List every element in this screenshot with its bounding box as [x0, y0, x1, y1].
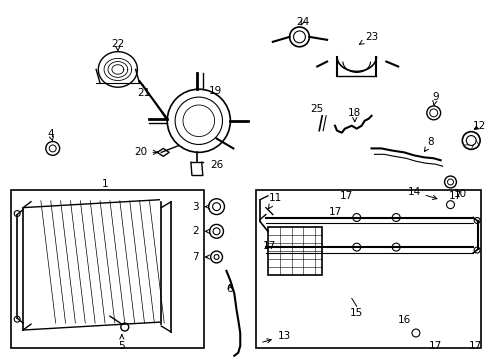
Text: 8: 8	[424, 138, 433, 152]
Text: 13: 13	[262, 331, 290, 343]
Text: 2: 2	[192, 226, 209, 236]
Text: 14: 14	[407, 187, 436, 199]
Text: 10: 10	[452, 189, 466, 199]
Bar	[11, 190, 203, 348]
Text: 16: 16	[397, 315, 410, 325]
Text: 18: 18	[347, 108, 361, 122]
Bar	[256, 190, 480, 348]
Text: 5: 5	[118, 335, 125, 351]
Text: 17: 17	[448, 191, 461, 201]
Text: 9: 9	[431, 92, 438, 105]
Text: 17: 17	[328, 207, 341, 217]
Text: 15: 15	[349, 308, 363, 318]
Text: 22: 22	[111, 39, 124, 51]
Text: 21: 21	[137, 88, 150, 98]
Text: 7: 7	[192, 252, 209, 262]
Text: 17: 17	[468, 341, 481, 351]
Bar	[267, 228, 322, 275]
Text: 24: 24	[295, 17, 308, 27]
Text: 17: 17	[340, 191, 353, 201]
Text: 6: 6	[226, 284, 233, 293]
Text: 17: 17	[428, 341, 442, 351]
Text: 26: 26	[210, 160, 224, 170]
Text: 3: 3	[192, 202, 209, 212]
Text: 4: 4	[47, 129, 54, 141]
Text: 12: 12	[472, 121, 486, 131]
Text: 25: 25	[310, 104, 323, 114]
Text: 20: 20	[134, 147, 157, 157]
Text: 11: 11	[268, 193, 282, 209]
Text: 19: 19	[208, 86, 222, 96]
Text: 1: 1	[102, 179, 108, 189]
Text: 17: 17	[263, 241, 276, 251]
Text: 23: 23	[359, 32, 377, 44]
